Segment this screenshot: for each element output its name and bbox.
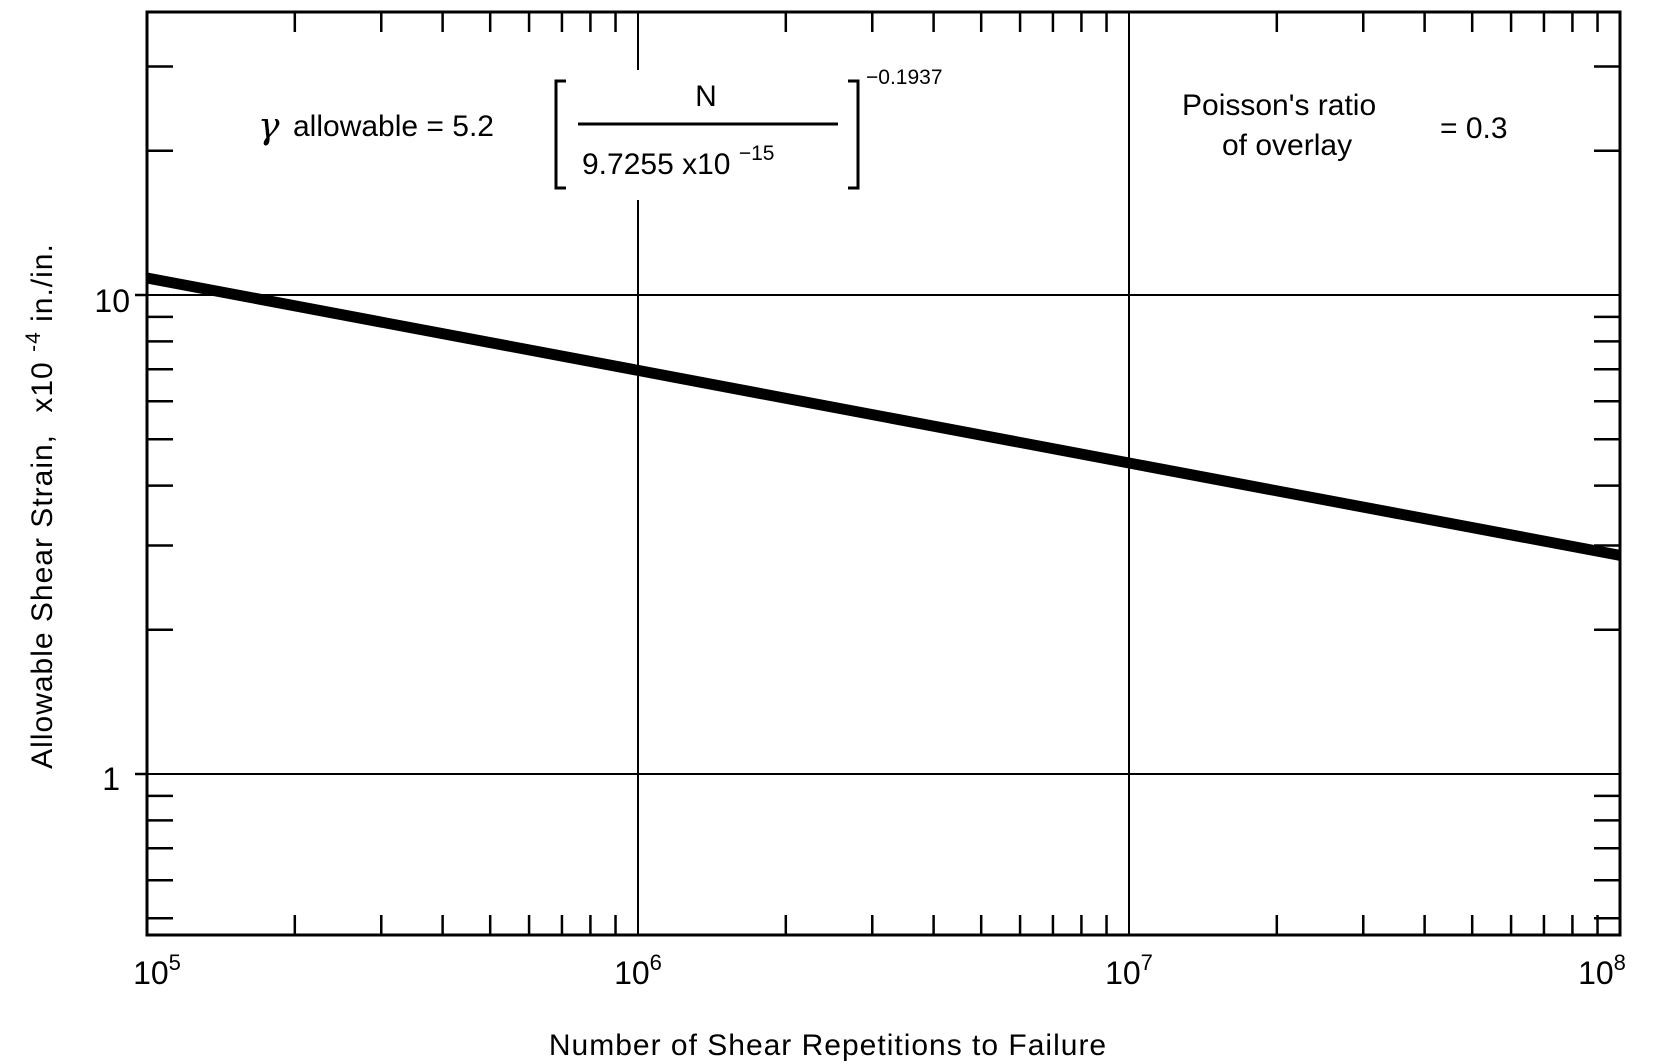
x-tick-labels: 105 106 107 108 xyxy=(133,950,1626,991)
y-axis-title-unit-base: x10 xyxy=(26,361,59,412)
equation-left-bracket xyxy=(554,79,566,190)
y-tick-labels: 10 1 xyxy=(94,283,130,797)
y-axis-title-unit-exp: -4 xyxy=(22,331,45,352)
x-axis-title: Number of Shear Repetitions to Failure xyxy=(549,1029,1107,1062)
equation-denominator-exp: −15 xyxy=(739,142,775,165)
x-tick-label-base: 10 xyxy=(1578,955,1614,991)
series-group xyxy=(145,272,1622,561)
equation-annotation: γ allowable = 5.2 N 9.7255 x10 −15 −0.19… xyxy=(240,66,960,200)
equation-right-bracket xyxy=(848,79,860,190)
equation-denominator-base: 9.7255 x10 xyxy=(582,148,730,181)
y-tick-label-1: 1 xyxy=(102,761,120,797)
x-tick-label-base: 10 xyxy=(133,955,169,991)
plot-frame xyxy=(145,10,1622,937)
poisson-line-2: of overlay xyxy=(1222,129,1352,162)
y-axis-title-main: Allowable Shear Strain, xyxy=(26,434,59,769)
equation-gamma-symbol: γ xyxy=(258,106,280,147)
poisson-value: = 0.3 xyxy=(1440,112,1508,145)
series-line-allowable-shear-strain xyxy=(145,272,1622,561)
x-tick-label-base: 10 xyxy=(1105,955,1141,991)
poisson-annotation: Poisson's ratio of overlay = 0.3 xyxy=(1170,80,1530,170)
equation-lhs-text: allowable = 5.2 xyxy=(293,110,494,143)
y-axis-title: Allowable Shear Strain, x10 -4 in./in. xyxy=(14,243,59,769)
x-tick-label-10e8: 108 xyxy=(1578,950,1626,991)
equation-exponent: −0.1937 xyxy=(866,66,943,89)
x-tick-label-exp: 8 xyxy=(1614,950,1626,975)
x-tick-label-10e7: 107 xyxy=(1105,950,1153,991)
x-tick-label-base: 10 xyxy=(614,955,650,991)
x-tick-label-exp: 5 xyxy=(169,950,181,975)
grid-lines xyxy=(147,12,1620,935)
equation-numerator: N xyxy=(695,80,717,113)
x-tick-label-exp: 6 xyxy=(650,950,662,975)
y-tick-label-10: 10 xyxy=(94,283,130,319)
x-tick-label-10e6: 106 xyxy=(614,950,662,991)
y-axis-title-unit-suffix: in./in. xyxy=(26,243,59,322)
x-tick-label-exp: 7 xyxy=(1141,950,1153,975)
poisson-line-1: Poisson's ratio xyxy=(1182,89,1376,122)
x-tick-label-10e5: 105 xyxy=(133,950,181,991)
equation-denominator: 9.7255 x10 −15 xyxy=(582,142,774,181)
axis-ticks xyxy=(135,12,1620,935)
